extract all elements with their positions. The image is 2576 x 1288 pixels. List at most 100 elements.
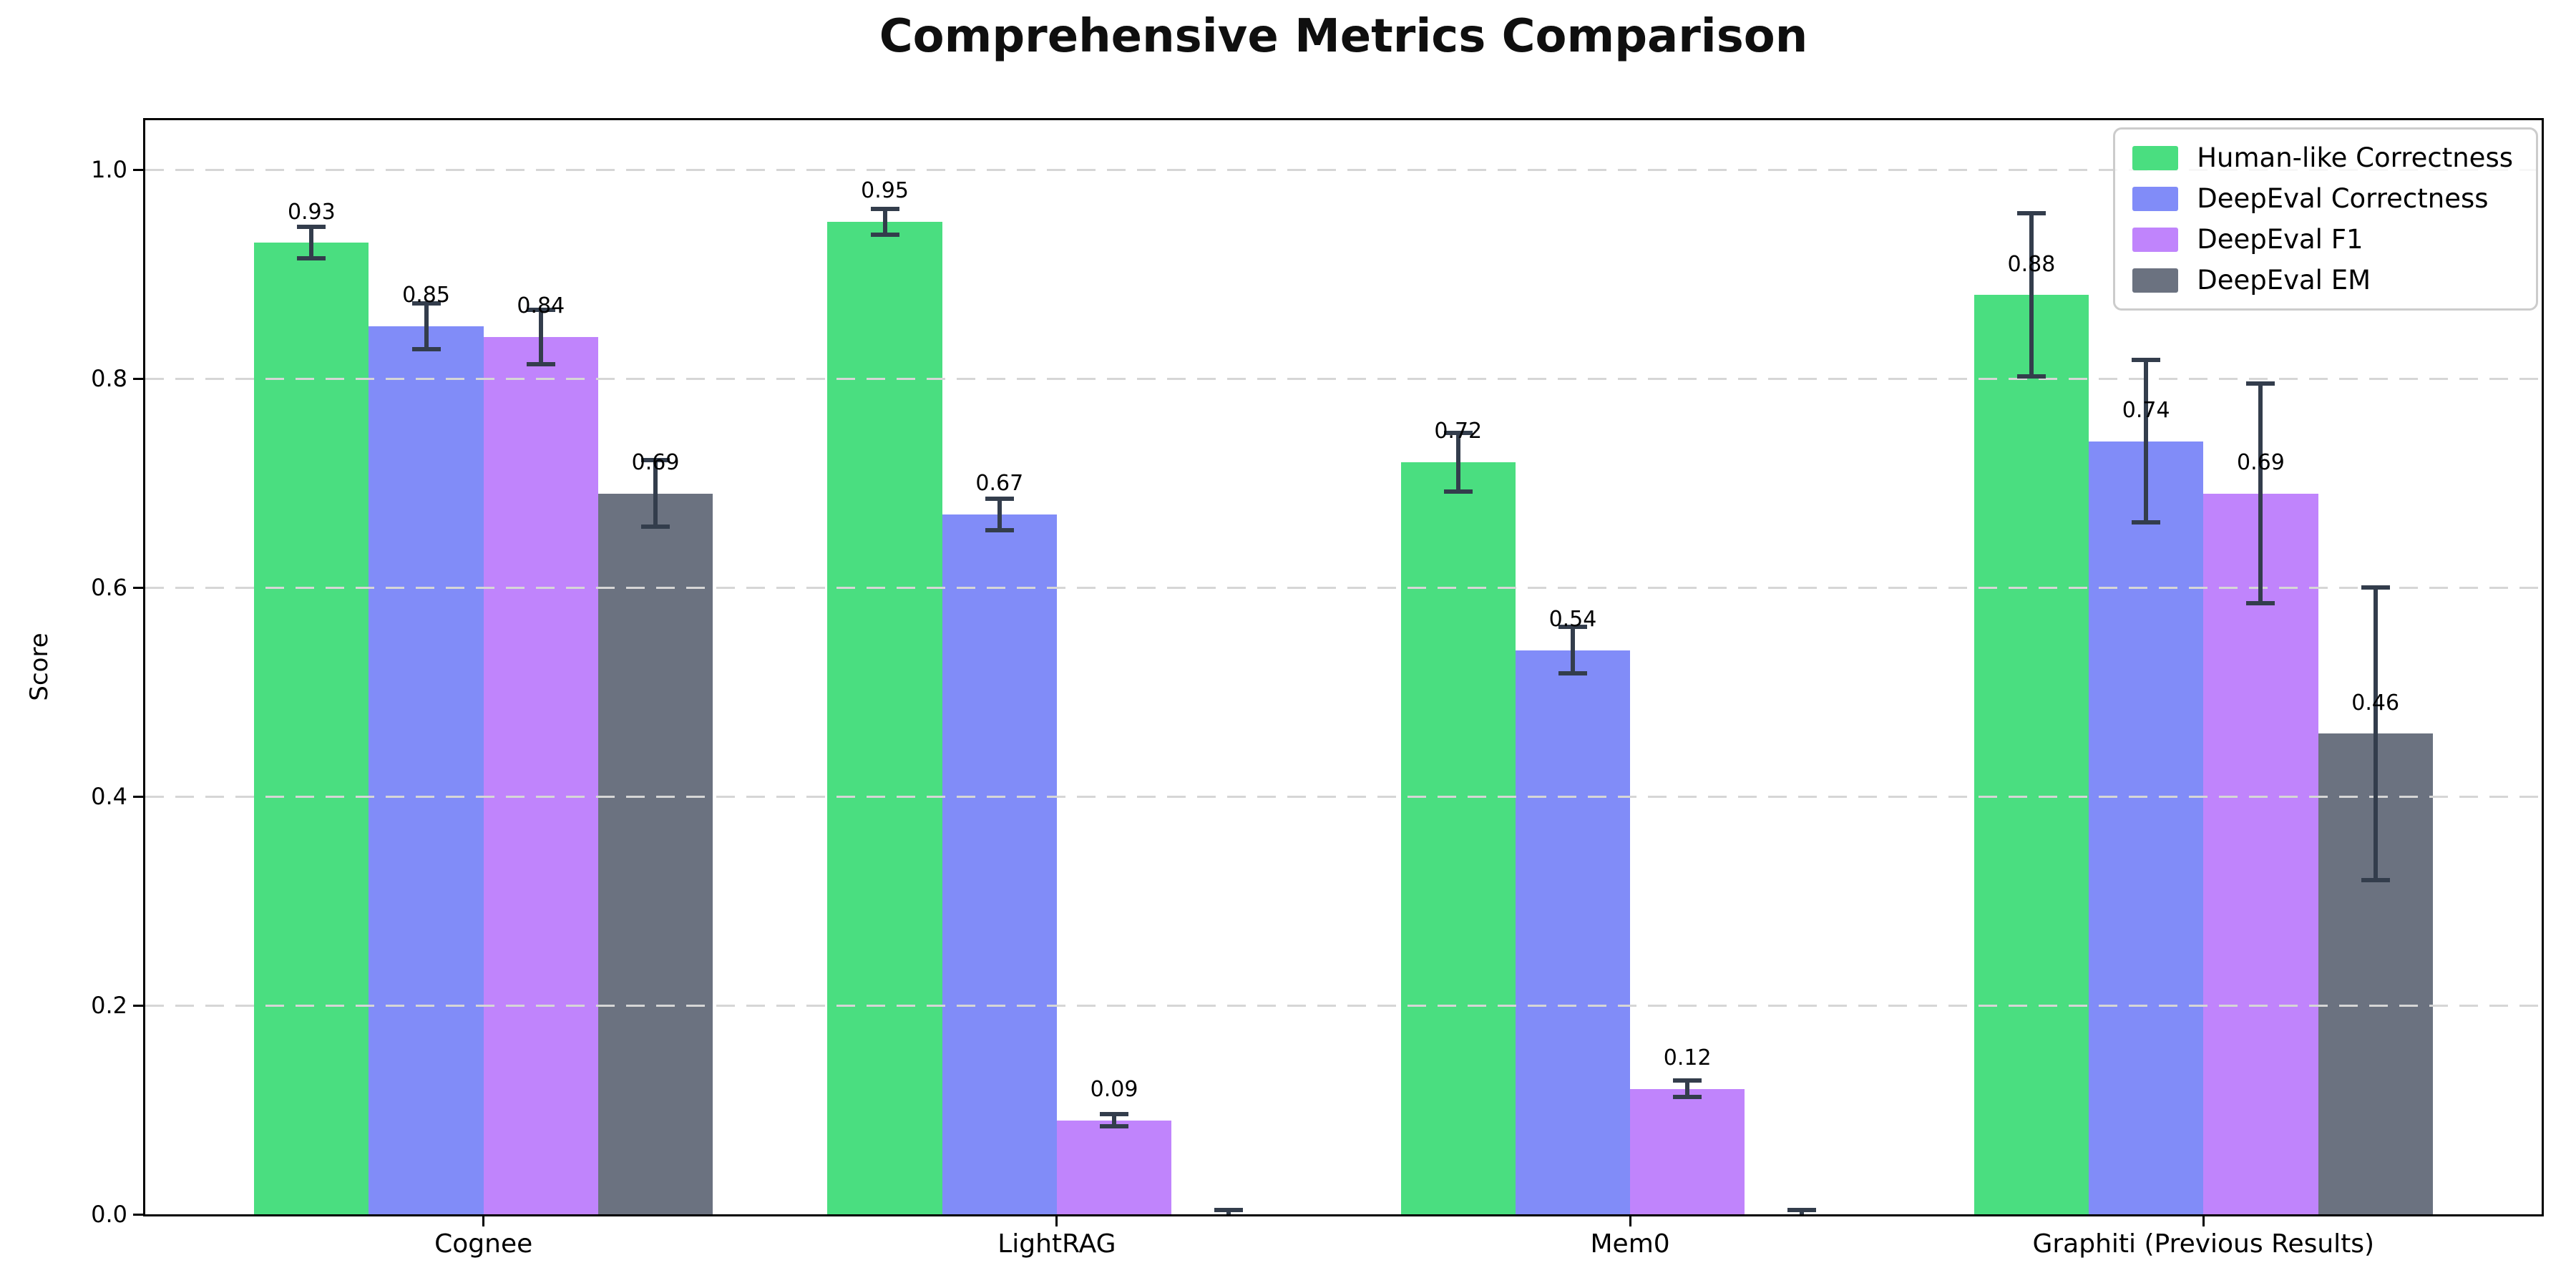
error-bar-cap-top (1787, 1208, 1817, 1213)
error-bar-cap-top (1558, 625, 1587, 630)
legend-item: DeepEval F1 (2132, 224, 2513, 255)
bar-deepeval-correctness (2089, 441, 2204, 1214)
bar-value-label: 0.74 (2122, 398, 2170, 424)
error-bar-cap-bottom (2246, 600, 2275, 605)
legend-swatch (2132, 145, 2179, 170)
y-tick-label: 0.8 (91, 365, 127, 392)
bar-value-label: 0.95 (861, 178, 909, 204)
y-tick-mark (133, 795, 143, 798)
error-bar-cap-top (1100, 1111, 1129, 1116)
y-tick-mark (133, 1213, 143, 1216)
bar-value-label: 0.93 (287, 199, 336, 225)
error-bar-cap-bottom (2016, 374, 2046, 379)
error-bar-cap-bottom (1100, 1124, 1129, 1129)
error-bar-cap-bottom (297, 256, 326, 261)
bar-deepeval-correctness (942, 514, 1057, 1214)
error-bar-cap-top (411, 301, 441, 306)
bar-value-label: 0.54 (1548, 607, 1597, 633)
error-bar-cap-top (2246, 381, 2275, 386)
y-tick-label: 0.0 (91, 1201, 127, 1228)
error-bar-cap-top (1673, 1078, 1702, 1083)
y-tick-label: 0.2 (91, 992, 127, 1019)
y-tick-mark (133, 1004, 143, 1007)
legend-swatch (2132, 186, 2179, 211)
gridline (145, 168, 2542, 171)
error-bar-cap-top (985, 496, 1014, 501)
bar-value-label: 0.84 (517, 293, 565, 319)
error-bar (1455, 432, 1460, 492)
y-tick-label: 0.4 (91, 783, 127, 810)
x-tick-mark (1629, 1216, 1631, 1226)
x-tick-label: Cognee (434, 1229, 533, 1259)
bar-deepeval-em (597, 493, 713, 1214)
chart-title: Comprehensive Metrics Comparison (879, 10, 1808, 63)
legend-swatch (2132, 227, 2179, 252)
bar-human-like-correctness (1400, 462, 1516, 1214)
bar-deepeval-f1 (1630, 1088, 1745, 1214)
legend-label: DeepEval Correctness (2197, 183, 2489, 214)
gridline (145, 377, 2542, 380)
error-bar (997, 498, 1002, 530)
x-tick-mark (1055, 1216, 1058, 1226)
error-bar (2373, 587, 2378, 880)
gridline (145, 1004, 2542, 1007)
error-bar-cap-top (2016, 211, 2046, 216)
bar-value-label: 0.88 (2007, 251, 2056, 277)
bar-value-label: 0.09 (1090, 1077, 1138, 1103)
error-bar-cap-top (526, 307, 555, 312)
error-bar (309, 227, 314, 259)
y-tick-label: 1.0 (91, 156, 127, 183)
error-bar-cap-bottom (1558, 670, 1587, 675)
x-tick-label: Graphiti (Previous Results) (2032, 1229, 2375, 1259)
error-bar-cap-top (641, 457, 670, 462)
y-tick-label: 0.6 (91, 574, 127, 601)
bar-value-label: 0.85 (402, 283, 450, 308)
error-bar (424, 303, 429, 350)
bar-deepeval-correctness (1515, 650, 1631, 1214)
bar-human-like-correctness (254, 243, 369, 1214)
x-tick-label: LightRAG (997, 1229, 1116, 1259)
error-bar (2144, 359, 2149, 523)
gridline (145, 795, 2542, 798)
x-tick-mark (2202, 1216, 2205, 1226)
legend-item: DeepEval EM (2132, 265, 2513, 296)
error-bar-cap-top (1443, 430, 1473, 435)
bar-deepeval-correctness (369, 326, 484, 1214)
error-bar (1685, 1080, 1690, 1098)
y-tick-mark (133, 377, 143, 380)
bar-value-label: 0.46 (2351, 690, 2400, 716)
x-tick-mark (482, 1216, 485, 1226)
legend-item: DeepEval Correctness (2132, 183, 2513, 214)
error-bar-cap-bottom (411, 347, 441, 352)
legend-label: DeepEval EM (2197, 265, 2371, 296)
y-tick-mark (133, 168, 143, 171)
error-bar (2029, 213, 2034, 377)
error-bar-cap-top (2132, 357, 2161, 362)
error-bar-cap-bottom (2361, 877, 2390, 882)
error-bar-cap-top (2361, 585, 2390, 590)
error-bar-cap-bottom (985, 527, 1014, 532)
bar-deepeval-f1 (1056, 1120, 1172, 1214)
y-tick-mark (133, 586, 143, 589)
legend-label: Human-like Correctness (2197, 142, 2513, 173)
legend-swatch (2132, 268, 2179, 293)
error-bar (1570, 627, 1575, 673)
error-bar-cap-bottom (870, 232, 899, 237)
error-bar-cap-bottom (1673, 1095, 1702, 1100)
bar-human-like-correctness (1974, 295, 2089, 1214)
error-bar (1112, 1113, 1117, 1127)
error-bar (653, 459, 658, 527)
error-bar-cap-top (1214, 1208, 1244, 1213)
gridline (145, 586, 2542, 589)
error-bar-cap-bottom (641, 525, 670, 530)
error-bar (538, 309, 543, 364)
error-bar (882, 209, 887, 235)
bar-value-label: 0.12 (1663, 1045, 1712, 1071)
legend-label: DeepEval F1 (2197, 224, 2363, 255)
error-bar-cap-bottom (2132, 520, 2161, 525)
error-bar-cap-top (870, 207, 899, 212)
error-bar-cap-bottom (526, 361, 555, 366)
bar-value-label: 0.69 (2237, 450, 2285, 476)
y-axis-label: Score (25, 633, 54, 701)
